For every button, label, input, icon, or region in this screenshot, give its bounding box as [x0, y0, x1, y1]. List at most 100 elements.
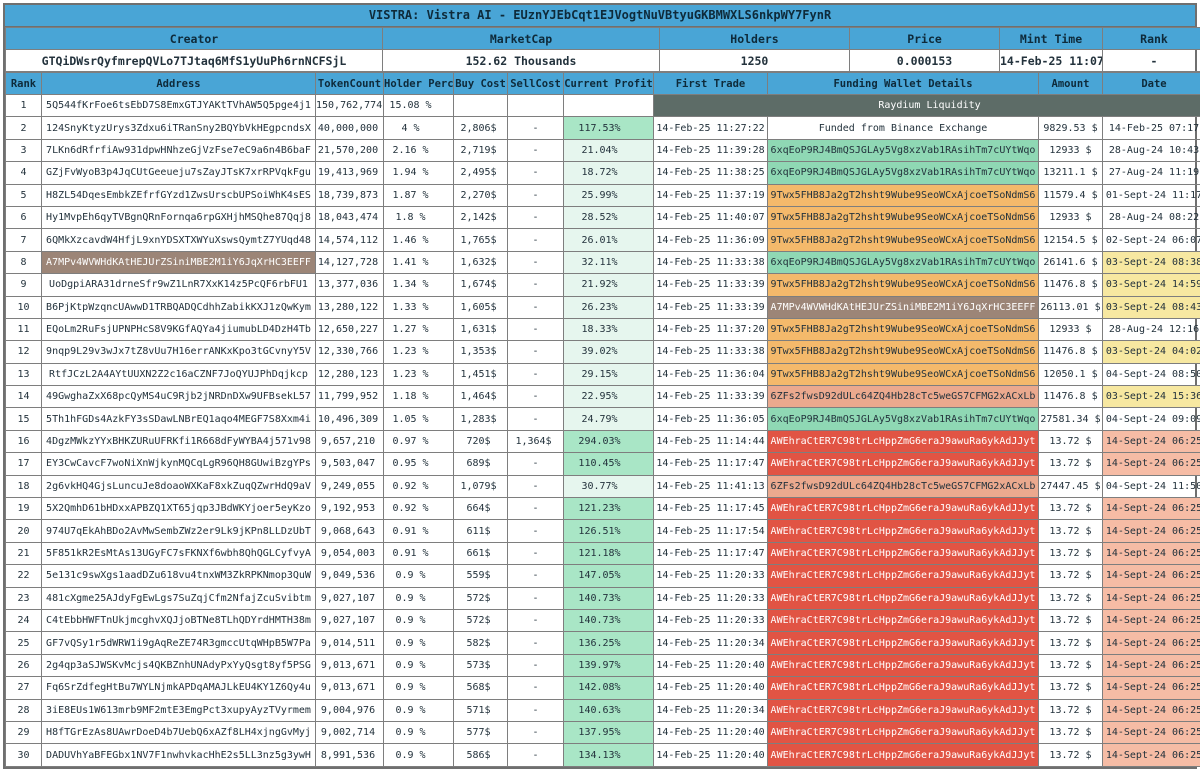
- funding-wallet-cell[interactable]: AWEhraCtER7C98trLcHppZmG6eraJ9awuRa6ykAd…: [767, 631, 1039, 655]
- col-header-buy-cost: Buy Cost: [453, 72, 508, 95]
- amount-cell: 27447.45 $: [1038, 474, 1103, 499]
- table-row: 8 A7MPv4WVWHdKAtHEJUrZSiniMBE2M1iY6JqXrH…: [5, 250, 1200, 275]
- amount-cell: 13.72 $: [1038, 631, 1103, 655]
- address-cell[interactable]: 3iE8EUs1W613mrb9MF2mtE3EmgPct3xupyAyzTVy…: [41, 698, 316, 722]
- funding-wallet-cell[interactable]: AWEhraCtER7C98trLcHppZmG6eraJ9awuRa6ykAd…: [767, 653, 1039, 678]
- info-header-rank: Rank: [1102, 27, 1200, 50]
- token-count-cell: 21,570,200: [315, 138, 384, 163]
- address-cell[interactable]: C4tEbbHWFTnUkjmcghvXQJjoBTNe8TLhQDYrdHMT…: [41, 608, 316, 633]
- holder-perc-cell: 2.16 %: [383, 138, 454, 163]
- address-cell[interactable]: B6PjKtpWzqncUAwwD1TRBQADQCdhhZabikKXJ1zQ…: [41, 295, 316, 319]
- token-count-cell: 13,377,036: [315, 273, 384, 297]
- funding-wallet-cell[interactable]: AWEhraCtER7C98trLcHppZmG6eraJ9awuRa6ykAd…: [767, 452, 1039, 476]
- token-count-cell: 9,192,953: [315, 497, 384, 521]
- address-cell[interactable]: 49GwghaZxX68pcQyMS4uC9Rjb2jNRDnDXw9UFBse…: [41, 385, 316, 409]
- holder-perc-cell: 0.92 %: [383, 497, 454, 521]
- rank-cell: 23: [5, 586, 42, 610]
- funding-wallet-cell[interactable]: 6xqEoP9RJ4BmQSJGLAy5Vg8xzVab1RAsihTm7cUY…: [767, 138, 1039, 163]
- funding-wallet-cell[interactable]: 6ZFs2fwsD92dULc64ZQ4Hb28cTc5weGS7CFMG2xA…: [767, 385, 1039, 409]
- creator-address[interactable]: GTQiDWsrQyfmrepQVLo7TJtaq6MfS1yUuPh6rnNC…: [5, 49, 383, 72]
- holder-perc-cell: 1.05 %: [383, 407, 454, 431]
- address-cell[interactable]: 5Th1hFGDs4AzkFY3sSDawLNBrEQ1aqo4MEGF7S8X…: [41, 407, 316, 431]
- current-profit-cell: 140.63%: [563, 698, 654, 722]
- token-count-cell: 150,762,774: [315, 93, 384, 118]
- funding-wallet-cell[interactable]: AWEhraCtER7C98trLcHppZmG6eraJ9awuRa6ykAd…: [767, 586, 1039, 610]
- funding-wallet-cell[interactable]: 6ZFs2fwsD92dULc64ZQ4Hb28cTc5weGS7CFMG2xA…: [767, 474, 1039, 499]
- funding-wallet-cell[interactable]: AWEhraCtER7C98trLcHppZmG6eraJ9awuRa6ykAd…: [767, 497, 1039, 521]
- funding-wallet-cell[interactable]: 9Twx5FHB8Ja2gT2hsht9Wube9SeoWCxAjcoeTSoN…: [767, 317, 1039, 342]
- current-profit-cell: 126.51%: [563, 519, 654, 543]
- funding-wallet-cell[interactable]: AWEhraCtER7C98trLcHppZmG6eraJ9awuRa6ykAd…: [767, 676, 1039, 700]
- address-cell[interactable]: 5X2QmhD61bHDxxAPBZQ1XT65jqp3JBdWKYjoer5e…: [41, 497, 316, 521]
- table-row: 5 H8ZL54DqesEmbkZEfrfGYzd1ZwsUrscbUPSoiW…: [5, 183, 1200, 207]
- address-cell[interactable]: H8fTGrEzAs8UAwrDoeD4b7UebQ6xAZf8LH4xjngG…: [41, 720, 316, 745]
- funding-wallet-cell[interactable]: AWEhraCtER7C98trLcHppZmG6eraJ9awuRa6ykAd…: [767, 608, 1039, 633]
- funding-wallet-cell[interactable]: AWEhraCtER7C98trLcHppZmG6eraJ9awuRa6ykAd…: [767, 541, 1039, 566]
- address-cell[interactable]: H8ZL54DqesEmbkZEfrfGYzd1ZwsUrscbUPSoiWhK…: [41, 183, 316, 207]
- date-cell: 14-Sept-24 06:25: [1102, 631, 1200, 655]
- address-cell[interactable]: UoDgpiARA31drneSfr9wZ1LnR7XxK14z5PcQF6rb…: [41, 273, 316, 297]
- address-cell[interactable]: Fq6SrZdfegHtBu7WYLNjmkAPDqAMAJLkEU4KY1Z6…: [41, 676, 316, 700]
- address-cell[interactable]: 481cXgme25AJdyFgEwLgs7SuZqjCfm2NfajZcuSv…: [41, 586, 316, 610]
- funding-wallet-cell[interactable]: 9Twx5FHB8Ja2gT2hsht9Wube9SeoWCxAjcoeTSoN…: [767, 228, 1039, 252]
- table-row: 17 EY3CwCavcF7woNiXnWjkynMQCqLgR96QH8GUw…: [5, 452, 1200, 476]
- funding-wallet-cell[interactable]: AWEhraCtER7C98trLcHppZmG6eraJ9awuRa6ykAd…: [767, 698, 1039, 722]
- table-row: 25 GF7vQSy1r5dWRW1i9gAqReZE74R3gmccUtqWH…: [5, 631, 1200, 655]
- funding-wallet-cell[interactable]: AWEhraCtER7C98trLcHppZmG6eraJ9awuRa6ykAd…: [767, 519, 1039, 543]
- first-trade-cell: 14-Feb-25 11:17:47: [653, 541, 768, 566]
- address-cell[interactable]: GF7vQSy1r5dWRW1i9gAqReZE74R3gmccUtqWHpB5…: [41, 631, 316, 655]
- current-profit-cell: 21.92%: [563, 273, 654, 297]
- address-cell[interactable]: DADUVhYaBFEGbx1NV7F1nwhvkacHhE2s5LL3nz5g…: [41, 743, 316, 767]
- address-cell[interactable]: 7LKn6dRfrfiAw931dpwHNhzeGjVzFse7eC9a6n4B…: [41, 138, 316, 163]
- amount-cell: 13.72 $: [1038, 743, 1103, 767]
- date-cell: 14-Sept-24 06:25: [1102, 743, 1200, 767]
- address-cell[interactable]: 2g6vkHQ4GjsLuncuJe8doaoWXKaF8xkZuqQZwrHd…: [41, 474, 316, 499]
- address-cell[interactable]: 5Q544fKrFoe6tsEbD7S8EmxGTJYAKtTVhAW5Q5pg…: [41, 93, 316, 118]
- holder-perc-cell: 0.91 %: [383, 541, 454, 566]
- funding-wallet-cell[interactable]: 9Twx5FHB8Ja2gT2hsht9Wube9SeoWCxAjcoeTSoN…: [767, 183, 1039, 207]
- funding-wallet-cell[interactable]: Funded from Binance Exchange: [767, 116, 1039, 140]
- funding-wallet-cell[interactable]: AWEhraCtER7C98trLcHppZmG6eraJ9awuRa6ykAd…: [767, 429, 1039, 454]
- amount-cell: 9829.53 $: [1038, 116, 1103, 140]
- funding-wallet-cell[interactable]: AWEhraCtER7C98trLcHppZmG6eraJ9awuRa6ykAd…: [767, 720, 1039, 745]
- address-cell[interactable]: GZjFvWyoB3p4JqCUtGeeueju7sZayJTsK7xrRPVq…: [41, 161, 316, 185]
- address-cell[interactable]: A7MPv4WVWHdKAtHEJUrZSiniMBE2M1iY6JqXrHC3…: [41, 250, 316, 275]
- funding-wallet-cell[interactable]: A7MPv4WVWHdKAtHEJUrZSiniMBE2M1iY6JqXrHC3…: [767, 295, 1039, 319]
- token-count-cell: 9,004,976: [315, 698, 384, 722]
- sell-cost-cell: -: [507, 295, 564, 319]
- address-cell[interactable]: 9nqp9L29v3wJx7tZ8vUu7H16errANKxKpo3tGCvn…: [41, 340, 316, 364]
- address-cell[interactable]: 124SnyKtyzUrys3Zdxu6iTRanSny2BQYbVkHEgpc…: [41, 116, 316, 140]
- token-count-cell: 9,249,055: [315, 474, 384, 499]
- address-cell[interactable]: 5F851kR2EsMtAs13UGyFC7sFKNXf6wbh8QhQGLCy…: [41, 541, 316, 566]
- funding-wallet-cell[interactable]: 9Twx5FHB8Ja2gT2hsht9Wube9SeoWCxAjcoeTSoN…: [767, 340, 1039, 364]
- holder-perc-cell: 1.87 %: [383, 183, 454, 207]
- funding-wallet-cell[interactable]: 9Twx5FHB8Ja2gT2hsht9Wube9SeoWCxAjcoeTSoN…: [767, 273, 1039, 297]
- address-cell[interactable]: EY3CwCavcF7woNiXnWjkynMQCqLgR96QH8GUwiBz…: [41, 452, 316, 476]
- address-cell[interactable]: 4DgzMWkzYYxBHKZURuUFRKfi1R668dFyWYBA4j57…: [41, 429, 316, 454]
- funding-wallet-cell[interactable]: 9Twx5FHB8Ja2gT2hsht9Wube9SeoWCxAjcoeTSoN…: [767, 205, 1039, 230]
- funding-wallet-cell[interactable]: 9Twx5FHB8Ja2gT2hsht9Wube9SeoWCxAjcoeTSoN…: [767, 362, 1039, 387]
- amount-cell: 13.72 $: [1038, 519, 1103, 543]
- address-cell[interactable]: 6QMkXzcavdW4HfjL9xnYDSXTXWYuXswsQymtZ7YU…: [41, 228, 316, 252]
- address-cell[interactable]: 974U7qEkAhBDo2AvMwSembZWz2er9Lk9jKPn8LLD…: [41, 519, 316, 543]
- buy-cost-cell: 664$: [453, 497, 508, 521]
- rank-cell: 22: [5, 564, 42, 588]
- table-row: 27 Fq6SrZdfegHtBu7WYLNjmkAPDqAMAJLkEU4KY…: [5, 676, 1200, 700]
- address-cell[interactable]: EQoLm2RuFsjUPNPHcS8V9KGfAQYa4jiumubLD4Dz…: [41, 317, 316, 342]
- token-count-cell: 8,991,536: [315, 743, 384, 767]
- first-trade-cell: 14-Feb-25 11:17:54: [653, 519, 768, 543]
- address-cell[interactable]: 5e131c9swXgs1aadDZu618vu4tnxWM3ZkRPKNmop…: [41, 564, 316, 588]
- table-row: 4 GZjFvWyoB3p4JqCUtGeeueju7sZayJTsK7xrRP…: [5, 161, 1200, 185]
- funding-wallet-cell[interactable]: 6xqEoP9RJ4BmQSJGLAy5Vg8xzVab1RAsihTm7cUY…: [767, 407, 1039, 431]
- funding-wallet-cell[interactable]: AWEhraCtER7C98trLcHppZmG6eraJ9awuRa6ykAd…: [767, 564, 1039, 588]
- address-cell[interactable]: 2g4qp3aSJWSKvMcjs4QKBZnhUNAdyPxYyQsgt8yf…: [41, 653, 316, 678]
- address-cell[interactable]: Hy1MvpEh6qyTVBgnQRnFornqa6rpGXHjhMSQhe87…: [41, 205, 316, 230]
- funding-wallet-cell[interactable]: 6xqEoP9RJ4BmQSJGLAy5Vg8xzVab1RAsihTm7cUY…: [767, 161, 1039, 185]
- funding-wallet-cell[interactable]: AWEhraCtER7C98trLcHppZmG6eraJ9awuRa6ykAd…: [767, 743, 1039, 767]
- rank-cell: 1: [5, 93, 42, 118]
- funding-wallet-cell[interactable]: 6xqEoP9RJ4BmQSJGLAy5Vg8xzVab1RAsihTm7cUY…: [767, 250, 1039, 275]
- token-count-cell: 9,049,536: [315, 564, 384, 588]
- address-cell[interactable]: RtfJCzL2A4AYtUUXN2Z2c16aCZNF7JoQYUJPhDqj…: [41, 362, 316, 387]
- rank-cell: 24: [5, 608, 42, 633]
- sell-cost-cell: -: [507, 205, 564, 230]
